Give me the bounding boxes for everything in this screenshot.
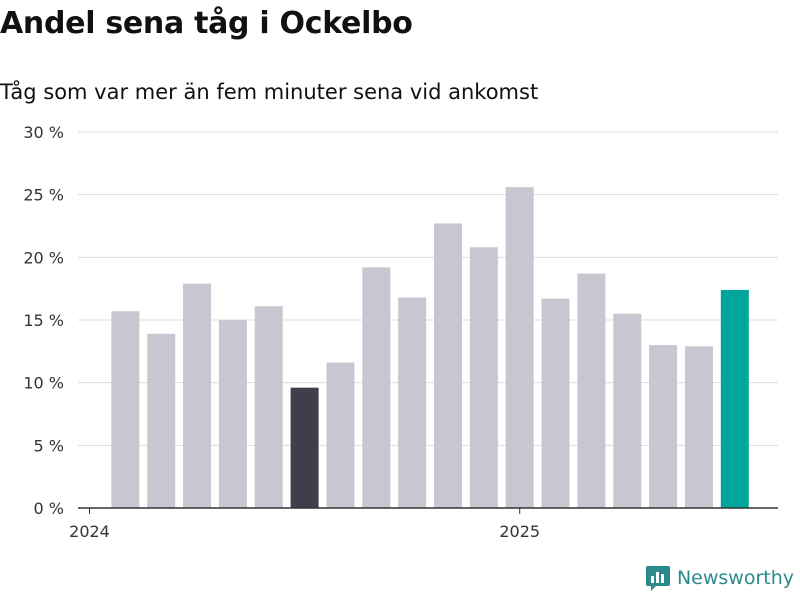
bar: [649, 345, 678, 508]
bar: [505, 187, 534, 508]
y-axis-labels: 0 % 5 % 10 % 15 % 20 % 25 % 30 %: [23, 123, 64, 518]
bar: [398, 297, 427, 508]
bars: [111, 187, 749, 508]
bar: [183, 283, 212, 508]
chart-subtitle: Tåg som var mer än fem minuter sena vid …: [0, 80, 539, 104]
y-tick-label: 10 %: [23, 374, 64, 393]
bar: [577, 273, 606, 508]
x-axis-labels: 2024 2025: [69, 522, 540, 541]
y-tick-label: 5 %: [34, 436, 64, 455]
bar: [684, 346, 713, 508]
bar: [254, 306, 283, 508]
bar: [218, 320, 247, 508]
x-axis: [78, 507, 778, 514]
y-tick-label: 20 %: [23, 248, 64, 267]
brand-logo: Newsworthy: [645, 564, 794, 592]
y-tick-label: 0 %: [34, 499, 64, 518]
y-tick-label: 25 %: [23, 186, 64, 205]
y-tick-label: 15 %: [23, 311, 64, 330]
x-tick-label: 2025: [499, 522, 540, 541]
bar: [147, 333, 176, 508]
bar: [541, 298, 570, 508]
newsworthy-logo-icon: [645, 566, 670, 591]
chart-title: Andel sena tåg i Ockelbo: [0, 6, 413, 41]
bar: [720, 289, 749, 508]
x-tick-label: 2024: [69, 522, 110, 541]
bar: [326, 362, 355, 508]
bar: [362, 267, 391, 508]
bar: [613, 313, 642, 508]
y-tick-label: 30 %: [23, 123, 64, 142]
bar: [290, 387, 319, 508]
brand-name: Newsworthy: [676, 567, 794, 589]
bar: [434, 223, 462, 508]
bar: [111, 311, 140, 508]
bar: [469, 247, 498, 508]
